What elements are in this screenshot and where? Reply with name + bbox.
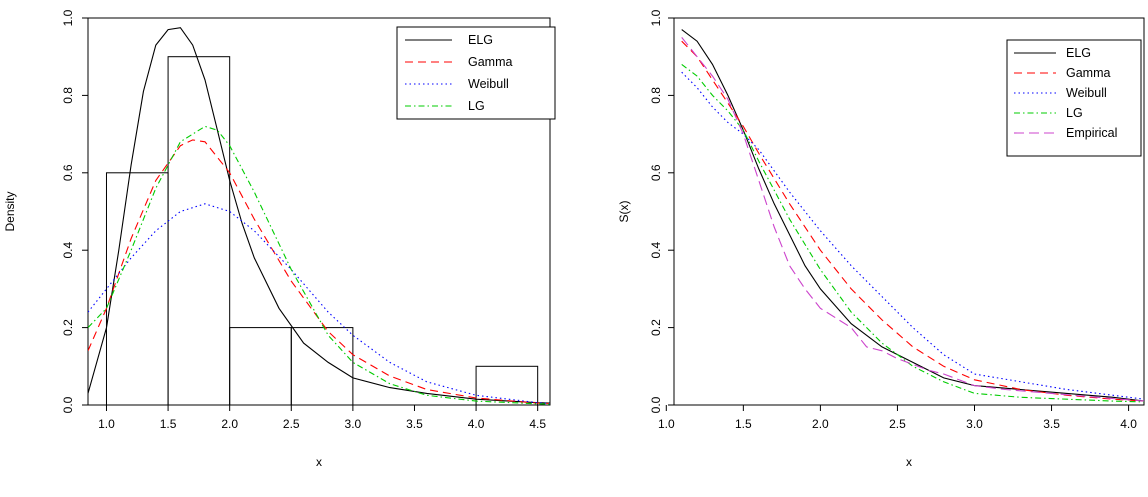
chart1-y-tick-label: 0.4	[61, 242, 75, 259]
chart1-y-tick-label: 0.0	[61, 396, 75, 413]
chart2-x-tick-label: 1.0	[658, 417, 675, 431]
chart1-histogram-bar	[290, 327, 354, 406]
chart1-x-tick-label: 2.0	[221, 417, 238, 431]
chart2-x-axis-label: x	[906, 455, 912, 469]
chart2-legend-box	[1006, 39, 1142, 157]
chart1-x-tick-label: 4.5	[529, 417, 546, 431]
chart1-histogram-bar	[167, 56, 231, 406]
chart1-series-line-lg	[88, 125, 550, 405]
chart2-legend-label: Gamma	[1066, 66, 1111, 80]
chart2-series-line-gamma	[681, 40, 1144, 402]
chart2-x-tick-label: 3.0	[966, 417, 983, 431]
chart1-y-tick-label: 0.8	[61, 87, 75, 104]
chart1-x-tick-label: 3.0	[345, 417, 362, 431]
chart1-series-line-elg	[88, 27, 550, 404]
chart1-legend-label: ELG	[468, 33, 493, 47]
chart1-legend-label: LG	[468, 99, 485, 113]
chart2-x-tick-label: 2.0	[812, 417, 829, 431]
chart1-y-tick-label: 1.0	[61, 9, 75, 26]
chart1-histogram-bar	[105, 172, 169, 406]
chart2-x-tick-label: 1.5	[735, 417, 752, 431]
chart1-series-line-gamma	[88, 139, 550, 405]
chart2-y-tick-label: 0.8	[649, 87, 663, 104]
chart1-x-tick-label: 1.0	[98, 417, 115, 431]
chart1-y-axis-label: Density	[3, 191, 17, 231]
chart1-y-tick-label: 0.6	[61, 164, 75, 181]
chart1-x-axis-label: x	[316, 455, 322, 469]
chart2-y-tick-label: 0.0	[649, 396, 663, 413]
chart1-series-line-weibull	[88, 203, 550, 405]
chart1-legend-box	[396, 26, 556, 120]
chart2-plot-frame	[673, 17, 1145, 406]
chart1-x-tick-label: 4.0	[468, 417, 485, 431]
chart2-y-tick-label: 1.0	[649, 9, 663, 26]
chart2-legend-label: Weibull	[1066, 86, 1107, 100]
chart2-y-tick-label: 0.2	[649, 319, 663, 336]
chart2-x-tick-label: 2.5	[889, 417, 906, 431]
chart2-x-tick-label: 3.5	[1043, 417, 1060, 431]
chart1-y-tick-label: 0.2	[61, 319, 75, 336]
chart1-x-tick-label: 3.5	[406, 417, 423, 431]
chart2-legend-label: ELG	[1066, 46, 1091, 60]
chart1-x-tick-label: 2.5	[283, 417, 300, 431]
chart2-series-line-empirical	[681, 37, 1144, 402]
chart2-x-tick-label: 4.0	[1120, 417, 1137, 431]
chart2-y-axis-label: S(x)	[617, 201, 631, 223]
chart2-y-tick-label: 0.6	[649, 164, 663, 181]
chart2-series-line-elg	[681, 29, 1144, 402]
chart2-legend-label: Empirical	[1066, 126, 1117, 140]
chart1-histogram-bar	[475, 365, 539, 406]
chart1-x-tick-label: 1.5	[160, 417, 177, 431]
chart1-legend-label: Weibull	[468, 77, 509, 91]
chart2-series-line-lg	[681, 63, 1144, 403]
chart2-y-tick-label: 0.4	[649, 242, 663, 259]
chart1-legend-label: Gamma	[468, 55, 513, 69]
chart2-legend-label: LG	[1066, 106, 1083, 120]
chart1-histogram-bar	[229, 327, 292, 406]
